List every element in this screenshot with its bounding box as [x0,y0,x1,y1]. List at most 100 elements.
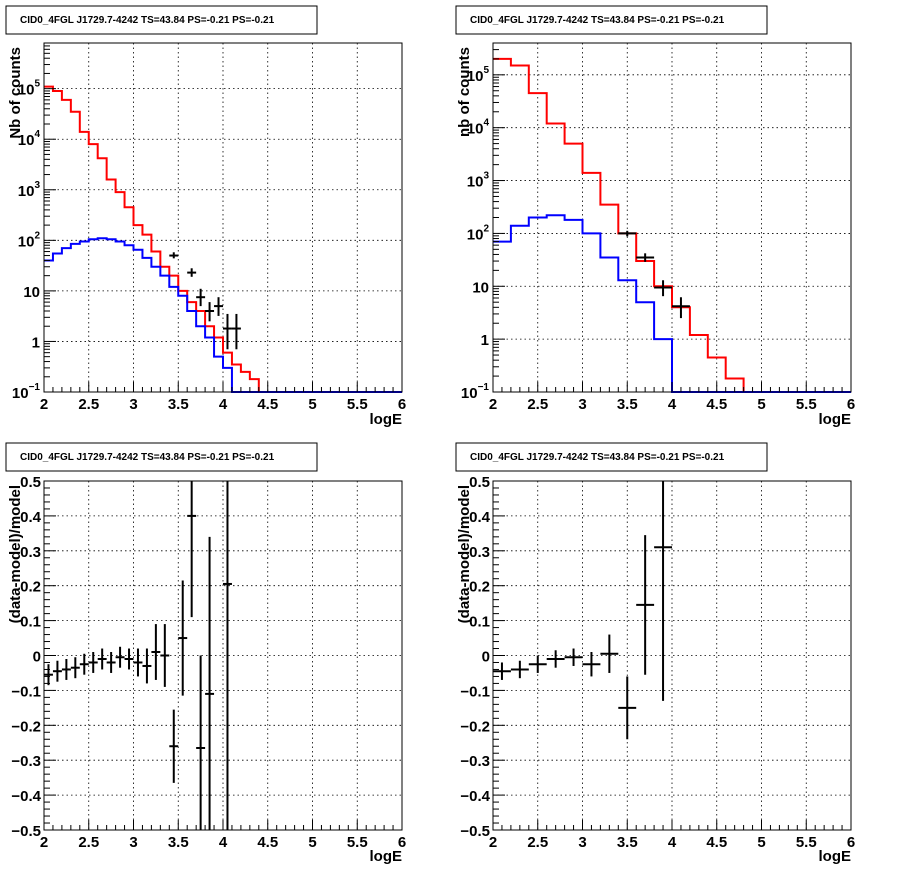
x-axis-label: logE [819,411,852,428]
data-point [124,648,134,670]
data-point [528,655,547,673]
y-axis-label: Nb of counts [7,47,24,139]
data-point [115,646,125,668]
data-point [169,709,179,783]
y-tick-label: 0.3 [469,544,490,561]
x-tick-label: 4 [219,834,228,851]
y-tick-label: −0.4 [460,788,490,805]
data-point [97,648,107,670]
data-point [52,660,62,682]
data-point [151,624,161,680]
data-point [79,653,89,675]
y-axis-label: (data-model)/model [7,485,24,623]
data-point [169,252,179,259]
y-tick-label: 10 [472,279,489,296]
data-point [196,288,206,307]
data-point [582,652,601,677]
x-axis-label: logE [819,848,852,865]
y-axis-label: nb of counts [456,47,473,137]
title-box [455,442,768,472]
data-point [187,481,197,618]
data-point [133,648,143,677]
data-point [600,634,619,673]
x-tick-label: 5 [757,396,765,413]
y-tick-label: 0.5 [20,474,41,491]
x-tick-label: 3.5 [168,396,189,413]
x-tick-label: 2.5 [78,396,99,413]
y-tick-label: 105 [467,65,490,85]
data-point [160,624,170,687]
data-point [654,280,672,297]
data-point [510,660,529,679]
y-tick-label: 0.1 [20,614,41,631]
y-tick-label: 1 [481,332,489,349]
data-point [493,662,511,680]
data-point [618,230,637,237]
y-tick-label: 0 [482,649,490,666]
title-box [5,5,318,35]
x-tick-label: 3.5 [617,396,638,413]
x-tick-label: 5.5 [347,396,368,413]
x-tick-label: 5.5 [796,396,817,413]
data-point [636,253,655,262]
y-tick-label: 0 [33,649,41,666]
x-tick-label: 2.5 [527,396,548,413]
y-tick-label: 10−1 [12,382,41,402]
y-tick-label: 104 [467,118,490,138]
y-tick-label: 0.1 [469,614,490,631]
x-tick-label: 4.5 [706,396,727,413]
y-tick-label: 104 [18,129,41,149]
x-tick-label: 2 [489,396,497,413]
x-tick-label: 3 [129,834,137,851]
data-point [70,657,80,679]
title-box [455,5,768,35]
x-tick-label: 2 [40,396,48,413]
chart-panel-3: CID0_4FGL J1729.7-4242 TS=43.84 PS=-0.21… [5,442,406,865]
y-tick-label: 1 [32,334,40,351]
x-axis-label: logE [370,411,403,428]
x-axis-label: logE [370,848,403,865]
x-tick-label: 2.5 [78,834,99,851]
x-tick-label: 2 [40,834,48,851]
y-tick-label: 10 [23,284,40,301]
chart-title: CID0_4FGL J1729.7-4242 TS=43.84 PS=-0.21… [20,452,275,463]
x-tick-label: 6 [847,396,855,413]
chart-title: CID0_4FGL J1729.7-4242 TS=43.84 PS=-0.21… [470,452,725,463]
y-tick-label: 102 [18,230,41,250]
data-point [564,648,583,666]
x-tick-label: 5.5 [347,834,368,851]
chart-panel-2: CID0_4FGL J1729.7-4242 TS=43.84 PS=-0.21… [455,5,855,428]
x-tick-label: 5 [757,834,765,851]
chart-title: CID0_4FGL J1729.7-4242 TS=43.84 PS=-0.21… [470,15,725,26]
y-tick-label: 103 [18,180,41,200]
x-tick-label: 5.5 [796,834,817,851]
chart-panel-4: CID0_4FGL J1729.7-4242 TS=43.84 PS=-0.21… [455,442,855,865]
y-tick-label: 0.2 [20,579,41,596]
x-tick-label: 4.5 [257,396,278,413]
y-tick-label: 0.5 [469,474,490,491]
x-tick-label: 4 [668,396,677,413]
x-tick-label: 3.5 [168,834,189,851]
y-tick-label: −0.3 [11,753,41,770]
data-point [636,535,655,675]
x-tick-label: 4.5 [257,834,278,851]
y-axis-label: (data-model)/model [456,485,473,623]
data-point [106,652,116,673]
x-tick-label: 2 [489,834,497,851]
y-tick-label: 102 [467,223,490,243]
x-tick-label: 4 [219,396,228,413]
y-tick-label: −0.5 [11,823,41,840]
data-point [223,313,232,350]
y-tick-label: −0.2 [11,718,41,735]
y-tick-label: 0.4 [469,509,491,526]
data-point [618,676,637,740]
data-point [187,268,197,277]
plot-frame [492,480,852,831]
x-tick-label: 3.5 [617,834,638,851]
data-point [672,297,690,319]
x-tick-label: 6 [847,834,855,851]
x-tick-label: 3 [578,396,586,413]
x-tick-label: 4.5 [706,834,727,851]
y-tick-label: −0.1 [460,683,490,700]
